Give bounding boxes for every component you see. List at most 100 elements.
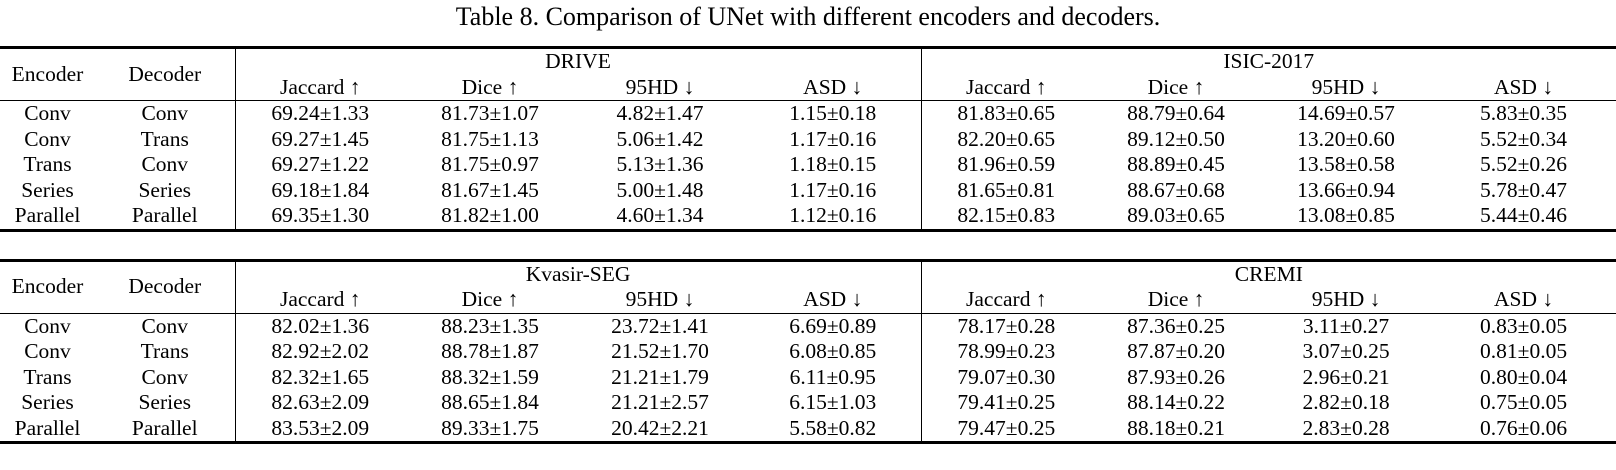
decoder-header: Decoder	[95, 46, 235, 101]
metric-value-cell: 88.32±1.59	[441, 364, 539, 389]
metric-header: Jaccard ↑	[920, 287, 1092, 314]
metric-value-cell: 5.44±0.46	[1431, 203, 1616, 232]
metric-value-cell: 1.18±0.15	[789, 152, 877, 176]
metric-value-cell: 87.87±0.20	[1127, 339, 1225, 363]
decoder-cell: Series	[138, 390, 192, 414]
metric-value-cell: 0.81±0.05	[1480, 339, 1568, 363]
metric-value-cell: 81.75±0.97	[441, 152, 539, 176]
metric-value-cell: 88.78±1.87	[441, 339, 539, 363]
metric-value-cell: 4.82±1.47	[616, 101, 704, 125]
metric-value-cell: 87.36±0.25	[1127, 313, 1225, 338]
metric-value-cell: 20.42±2.21	[575, 415, 745, 444]
decoder-cell: Series	[138, 177, 192, 202]
metric-value-cell: 81.96±0.59	[920, 152, 1091, 178]
metric-value-cell: 4.60±1.34	[575, 203, 745, 232]
metric-value-cell: 83.53±2.09	[234, 415, 405, 444]
metric-value-cell: 81.83±0.65	[920, 100, 1091, 127]
dataset-header: CREMI	[920, 258, 1616, 287]
metric-value-cell: 0.83±0.05	[1480, 313, 1568, 338]
metric-value-cell: 21.21±1.79	[611, 364, 709, 389]
metric-value-cell: 79.47±0.25	[920, 415, 1092, 444]
metric-value-cell: 5.58±0.82	[745, 415, 922, 444]
metric-value-cell: 69.18±1.84	[234, 177, 405, 203]
dataset-header: Kvasir-SEG	[234, 258, 922, 287]
table-row: Trans Conv 69.27±1.22 81.75±0.97 5.13±1.36 1.…	[0, 152, 1616, 178]
metric-value-cell: 0.80±0.04	[1480, 364, 1568, 389]
metric-value-cell: 82.02±1.36	[234, 313, 405, 339]
metric-value-cell: 69.24±1.33	[234, 100, 405, 127]
metric-value-cell: 82.32±1.65	[234, 364, 405, 390]
metric-header: 95HD ↓	[1261, 74, 1431, 101]
results-table-1: Encoder Decoder DRIVE ISIC-2017 Jaccard ↑ Dic…	[0, 46, 1616, 232]
table-row: Conv Conv 82.02±1.36 88.23±1.35 23.72±1.41 6.…	[0, 313, 1616, 339]
table-row: Parallel Parallel 69.35±1.30 81.82±1.00 4.60…	[0, 203, 1616, 232]
table-gap	[0, 232, 1616, 259]
metric-header: Dice ↑	[405, 74, 575, 101]
metric-value-cell: 13.58±0.58	[1297, 152, 1395, 176]
metric-value-cell: 23.72±1.41	[611, 313, 709, 338]
metric-header: Jaccard ↑	[234, 287, 405, 314]
metric-value-cell: 21.21±2.57	[611, 390, 709, 414]
metric-value-cell: 13.66±0.94	[1297, 177, 1395, 202]
decoder-cell: Conv	[141, 152, 189, 176]
metric-value-cell: 2.96±0.21	[1302, 364, 1390, 389]
metric-value-cell: 1.15±0.18	[789, 101, 877, 125]
decoder-cell: Trans	[140, 339, 189, 363]
metric-value-cell: 88.14±0.22	[1127, 390, 1225, 414]
metric-value-cell: 82.92±2.02	[234, 339, 405, 365]
metric-value-cell: 13.20±0.60	[1297, 126, 1395, 151]
metric-value-cell: 13.08±0.85	[1261, 203, 1431, 232]
metric-value-cell: 89.33±1.75	[405, 415, 575, 444]
table-row: Conv Conv 69.24±1.33 81.73±1.07 4.82±1.47 1.1…	[0, 100, 1616, 127]
metric-value-cell: 79.41±0.25	[920, 390, 1092, 416]
metric-value-cell: 5.52±0.34	[1479, 126, 1568, 151]
metric-value-cell: 88.23±1.35	[441, 313, 539, 338]
dataset-header: DRIVE	[234, 46, 921, 75]
metric-header: Dice ↑	[1091, 287, 1262, 314]
metric-value-cell: 82.63±2.09	[234, 390, 405, 416]
metric-value-cell: 69.27±1.45	[234, 126, 405, 152]
metric-value-cell: 82.20±0.65	[920, 126, 1091, 152]
metric-value-cell: 81.73±1.07	[441, 101, 539, 125]
metric-header: Dice ↑	[405, 287, 575, 314]
metric-value-cell: 1.17±0.16	[789, 126, 877, 151]
metric-header: Jaccard ↑	[234, 74, 405, 101]
encoder-header: Encoder	[0, 46, 95, 101]
metric-value-cell: 3.11±0.27	[1302, 313, 1390, 338]
metric-value-cell: 81.65±0.81	[920, 177, 1091, 203]
table-row: Conv Trans 82.92±2.02 88.78±1.87 21.52±1.70 6…	[0, 339, 1616, 365]
table-row: Parallel Parallel 83.53±2.09 89.33±1.75 20.4…	[0, 415, 1616, 444]
metric-value-cell: 6.69±0.89	[789, 313, 877, 338]
table-row: Series Series 69.18±1.84 81.67±1.45 5.00±1.4…	[0, 177, 1616, 203]
metric-value-cell: 88.79±0.64	[1127, 101, 1225, 125]
metric-header: ASD ↓	[1431, 74, 1616, 101]
encoder-cell: Parallel	[0, 203, 95, 232]
metric-value-cell: 88.89±0.45	[1127, 152, 1225, 176]
encoder-cell: Conv	[24, 101, 71, 125]
metric-header: 95HD ↓	[575, 74, 745, 101]
decoder-cell: Conv	[141, 364, 189, 389]
metric-value-cell: 21.52±1.70	[611, 339, 709, 363]
metric-value-cell: 5.13±1.36	[616, 152, 704, 176]
encoder-cell: Trans	[23, 364, 72, 389]
decoder-cell: Trans	[140, 126, 189, 151]
metric-value-cell: 5.52±0.26	[1479, 152, 1568, 176]
metric-value-cell: 88.65±1.84	[441, 390, 539, 414]
metric-value-cell: 88.18±0.21	[1091, 415, 1262, 444]
metric-value-cell: 89.03±0.65	[1091, 203, 1261, 232]
metric-value-cell: 1.17±0.16	[789, 177, 877, 202]
table-row: Series Series 82.63±2.09 88.65±1.84 21.21±2.…	[0, 390, 1616, 416]
metric-value-cell: 14.69±0.57	[1297, 101, 1395, 125]
decoder-header: Decoder	[95, 258, 235, 314]
metric-header: ASD ↓	[745, 74, 921, 101]
metric-value-cell: 5.83±0.35	[1479, 101, 1568, 125]
metric-value-cell: 69.35±1.30	[234, 203, 405, 232]
encoder-cell: Parallel	[0, 415, 95, 444]
metric-value-cell: 78.17±0.28	[920, 313, 1092, 339]
encoder-cell: Trans	[23, 152, 72, 176]
table-caption: Table 8. Comparison of UNet with differe…	[455, 2, 1161, 31]
metric-value-cell: 6.08±0.85	[789, 339, 877, 363]
encoder-header: Encoder	[0, 258, 95, 314]
metric-value-cell: 81.82±1.00	[405, 203, 575, 232]
metric-header: ASD ↓	[1431, 287, 1616, 314]
